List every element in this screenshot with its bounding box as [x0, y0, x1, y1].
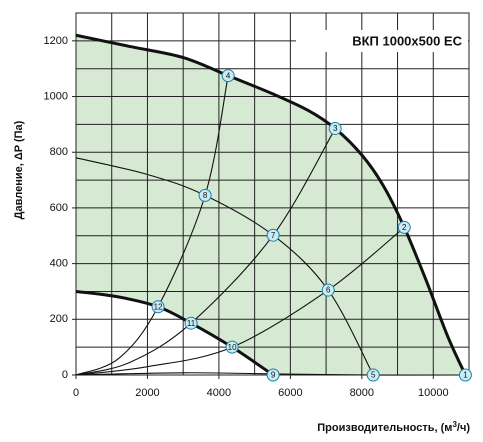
mid-curve — [75, 157, 374, 376]
grid-layer: 0 2000 4000 6000 8000 10000 0 200 400 600 800 1000 1… — [44, 12, 470, 399]
point-marker — [198, 188, 212, 202]
point-marker — [225, 340, 239, 354]
point-marker — [184, 316, 198, 330]
point-marker — [458, 368, 472, 382]
x-label-main: Производительность, (м — [317, 422, 452, 434]
area-layer — [76, 35, 466, 376]
point-label: 9 — [271, 371, 276, 380]
y-tick-label: 800 — [50, 146, 68, 158]
point-marker — [221, 69, 235, 83]
curve-layer — [75, 33, 467, 377]
x-label-sup: 3 — [452, 420, 457, 429]
x-tick-label: 6000 — [278, 387, 302, 399]
y-tick-label: 0 — [62, 369, 68, 381]
chart-title: ВКП 1000x500 EC — [352, 33, 462, 48]
point-label: 5 — [371, 371, 376, 380]
point-label: 11 — [187, 319, 196, 328]
x-tick-label: 4000 — [207, 387, 231, 399]
point-label: 8 — [203, 191, 208, 200]
system-curve — [75, 128, 336, 376]
y-tick-label: 600 — [50, 202, 68, 214]
point-marker — [266, 228, 280, 242]
point-label: 12 — [154, 302, 163, 311]
point-marker — [321, 283, 335, 297]
point-marker — [266, 368, 280, 382]
point-label: 1 — [463, 371, 468, 380]
x-tick-label: 8000 — [350, 387, 374, 399]
point-marker — [151, 300, 165, 314]
y-tick-label: 200 — [50, 313, 68, 325]
point-label: 7 — [271, 231, 276, 240]
x-tick-label: 10000 — [418, 387, 449, 399]
y-axis-label: Давление, ΔP (Па) — [13, 120, 25, 219]
x-tick-label: 2000 — [135, 387, 159, 399]
point-label: 6 — [326, 286, 331, 295]
y-tick-label: 1000 — [44, 90, 68, 102]
point-label: 3 — [333, 124, 338, 133]
point-marker — [397, 220, 411, 234]
system-curve — [75, 75, 229, 376]
point-label: 2 — [402, 223, 407, 232]
point-label: 4 — [226, 71, 231, 80]
x-label-end: /ч) — [457, 422, 470, 434]
x-axis-label: Производительность, (м3/ч) — [317, 420, 470, 434]
y-tick-label: 400 — [50, 258, 68, 270]
y-tick-label: 1200 — [44, 35, 68, 47]
operating-area — [76, 35, 466, 376]
point-marker — [366, 368, 380, 382]
x-tick-label: 0 — [73, 387, 79, 399]
point-label: 10 — [228, 343, 237, 352]
point-marker — [328, 122, 342, 136]
title-box — [296, 30, 468, 52]
